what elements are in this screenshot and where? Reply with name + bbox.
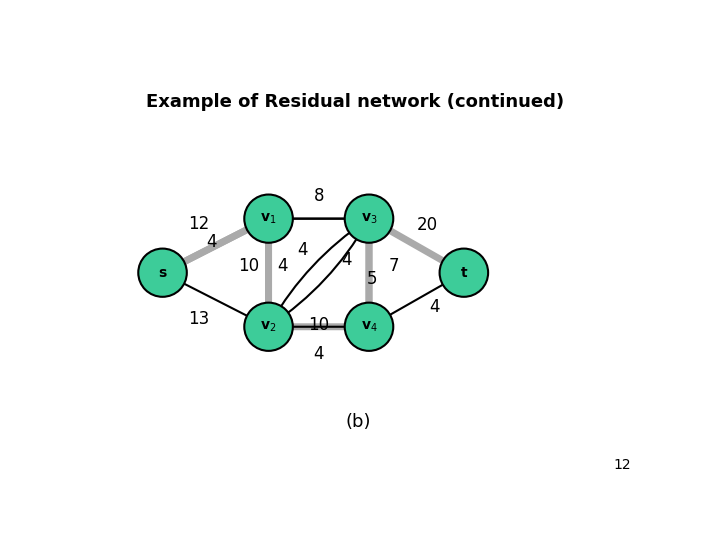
Text: 4: 4 — [313, 345, 324, 363]
Text: v$_4$: v$_4$ — [361, 320, 377, 334]
Ellipse shape — [244, 302, 293, 351]
Text: (b): (b) — [345, 414, 371, 431]
Text: 20: 20 — [417, 216, 438, 234]
Ellipse shape — [138, 248, 186, 297]
Ellipse shape — [345, 302, 393, 351]
Text: 5: 5 — [366, 270, 377, 288]
Text: v$_3$: v$_3$ — [361, 212, 377, 226]
Ellipse shape — [345, 194, 393, 243]
Text: 13: 13 — [188, 310, 210, 328]
Text: Example of Residual network (continued): Example of Residual network (continued) — [145, 93, 564, 111]
Text: s: s — [158, 266, 166, 280]
Text: 8: 8 — [313, 187, 324, 205]
Ellipse shape — [244, 194, 293, 243]
Text: 4: 4 — [297, 241, 307, 259]
Text: 7: 7 — [389, 258, 400, 275]
Text: 4: 4 — [429, 298, 439, 316]
Text: v$_1$: v$_1$ — [261, 212, 276, 226]
Text: v$_2$: v$_2$ — [261, 320, 276, 334]
Text: 12: 12 — [188, 214, 210, 233]
Text: 10: 10 — [308, 316, 329, 334]
Ellipse shape — [440, 248, 488, 297]
Text: 12: 12 — [613, 458, 631, 472]
Text: t: t — [461, 266, 467, 280]
Text: 4: 4 — [341, 251, 352, 269]
Text: 10: 10 — [238, 258, 260, 275]
Text: 4: 4 — [277, 258, 288, 275]
Text: 4: 4 — [207, 233, 217, 251]
